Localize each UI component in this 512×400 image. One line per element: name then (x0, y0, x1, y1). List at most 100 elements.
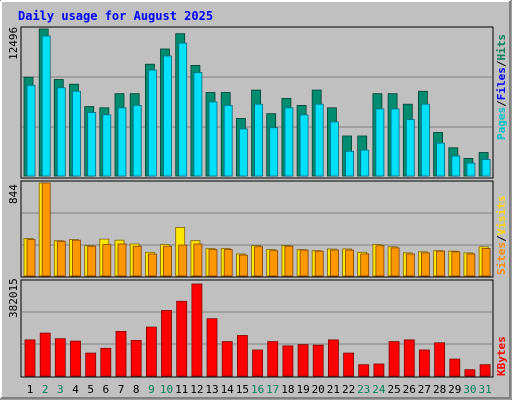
x-tick-label: 6 (102, 383, 109, 396)
files-bar (481, 159, 491, 177)
files-bar (345, 150, 355, 177)
kbytes-bar (24, 339, 36, 377)
legend-hits: Hits (495, 34, 508, 61)
kbytes-bar (343, 352, 355, 377)
sites-bar (481, 248, 491, 277)
files-bar (147, 69, 157, 177)
sites-bar (117, 243, 127, 277)
y-axis-max-label-hits: 12496 (7, 27, 20, 60)
files-bar (299, 114, 309, 177)
sites-bar (360, 253, 370, 277)
x-tick-label: 10 (160, 383, 173, 396)
files-bar (102, 114, 112, 177)
x-tick-label: 19 (296, 383, 309, 396)
files-bar (26, 85, 36, 177)
files-bar (420, 103, 430, 177)
sites-bar (41, 182, 51, 277)
x-tick-label: 4 (72, 383, 79, 396)
sites-bar (26, 239, 36, 277)
kbytes-bar (191, 283, 203, 377)
legend-visits: Visits (495, 196, 508, 236)
x-tick-label: 25 (387, 383, 400, 396)
files-bar (132, 105, 142, 177)
files-bar (314, 103, 324, 177)
legend-separator: / (495, 235, 508, 242)
sites-bar (163, 245, 172, 277)
kbytes-bar (358, 364, 370, 377)
sites-bar (72, 239, 81, 277)
sites-bar (87, 245, 97, 277)
kbytes-bar (479, 364, 491, 377)
kbytes-bar (130, 339, 142, 377)
sites-bar (254, 246, 264, 277)
kbytes-bar (297, 344, 309, 377)
files-bar (208, 101, 218, 177)
kbytes-bar (221, 341, 233, 377)
kbytes-bar (434, 342, 446, 377)
kbytes-bar (54, 338, 66, 377)
files-bar (390, 108, 400, 177)
kbytes-bar (145, 326, 157, 377)
x-tick-label: 16 (251, 383, 264, 396)
x-tick-label: 21 (327, 383, 340, 396)
kbytes-bar (418, 349, 430, 377)
sites-bar (178, 244, 188, 277)
kbytes-bars (24, 283, 491, 377)
kbytes-bar (70, 340, 81, 377)
files-bar (375, 108, 385, 177)
x-tick-label: 29 (448, 383, 461, 396)
kbytes-bar (327, 339, 339, 377)
x-tick-label: 31 (478, 383, 491, 396)
files-bar (451, 155, 461, 177)
kbytes-bar (161, 310, 172, 377)
x-tick-label: 7 (118, 383, 125, 396)
x-tick-label: 30 (463, 383, 476, 396)
files-bar (436, 142, 446, 177)
sites-bar (345, 249, 355, 277)
files-bar (466, 162, 476, 177)
legend-files: Files (495, 67, 508, 100)
kbytes-bar (267, 341, 279, 377)
x-tick-label: 28 (433, 383, 446, 396)
sites-bar (314, 250, 324, 277)
hits-files-bars (23, 28, 491, 177)
files-bar (254, 103, 264, 177)
legend-separator: / (495, 100, 508, 107)
kbytes-bar (449, 358, 461, 377)
legend-pages: Pages (495, 107, 508, 140)
sites-bar (466, 253, 476, 277)
x-tick-label: 3 (57, 383, 64, 396)
files-bar (117, 107, 127, 177)
x-tick-label: 20 (312, 383, 325, 396)
sites-bar (299, 249, 309, 277)
kbytes-bar (39, 332, 51, 377)
x-tick-label: 27 (418, 383, 431, 396)
x-tick-label: 12 (190, 383, 203, 396)
files-bar (329, 121, 339, 177)
sites-bar (375, 245, 385, 277)
x-tick-label: 18 (281, 383, 294, 396)
chart-title: Daily usage for August 2025 (18, 9, 213, 23)
files-bar (193, 72, 203, 177)
legend-kbytes: KBytes (495, 336, 508, 376)
files-bar (238, 128, 248, 177)
legend-sites: Sites (495, 242, 508, 275)
kbytes-bar (176, 300, 188, 377)
x-tick-label: 26 (403, 383, 416, 396)
sites-bar (223, 249, 233, 277)
x-tick-label: 22 (342, 383, 355, 396)
files-bar (163, 55, 172, 177)
kbytes-bar (373, 363, 385, 377)
files-bar (72, 90, 81, 177)
files-bar (269, 127, 279, 177)
kbytes-bar (312, 344, 324, 377)
visits-sites-bars (23, 182, 491, 277)
kbytes-bar (100, 347, 112, 377)
kbytes-bar (282, 345, 294, 377)
files-bar (87, 112, 97, 177)
files-bar (178, 42, 188, 177)
kbytes-bar (252, 349, 264, 377)
sites-bar (405, 253, 415, 277)
x-tick-label: 13 (205, 383, 218, 396)
